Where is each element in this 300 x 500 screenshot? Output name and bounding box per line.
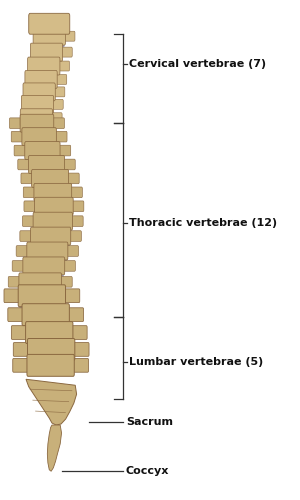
FancyBboxPatch shape bbox=[53, 87, 65, 97]
FancyBboxPatch shape bbox=[13, 358, 29, 372]
FancyBboxPatch shape bbox=[51, 100, 63, 110]
FancyBboxPatch shape bbox=[22, 216, 36, 226]
FancyBboxPatch shape bbox=[72, 342, 89, 356]
FancyBboxPatch shape bbox=[27, 354, 74, 376]
FancyBboxPatch shape bbox=[32, 170, 68, 188]
FancyBboxPatch shape bbox=[24, 98, 54, 103]
FancyBboxPatch shape bbox=[10, 118, 22, 128]
FancyBboxPatch shape bbox=[63, 289, 80, 302]
FancyBboxPatch shape bbox=[29, 14, 70, 34]
FancyBboxPatch shape bbox=[27, 242, 68, 260]
FancyBboxPatch shape bbox=[20, 109, 52, 126]
FancyBboxPatch shape bbox=[19, 273, 61, 291]
Text: Sacrum: Sacrum bbox=[126, 416, 173, 426]
FancyBboxPatch shape bbox=[62, 159, 75, 170]
FancyBboxPatch shape bbox=[28, 338, 75, 360]
FancyBboxPatch shape bbox=[63, 31, 75, 41]
FancyBboxPatch shape bbox=[36, 212, 72, 218]
FancyBboxPatch shape bbox=[62, 260, 75, 271]
FancyBboxPatch shape bbox=[12, 260, 25, 271]
Text: Thoracic vertebrae (12): Thoracic vertebrae (12) bbox=[129, 218, 277, 228]
FancyBboxPatch shape bbox=[55, 74, 67, 85]
FancyBboxPatch shape bbox=[32, 242, 69, 248]
FancyBboxPatch shape bbox=[29, 72, 58, 77]
FancyBboxPatch shape bbox=[69, 187, 82, 198]
FancyBboxPatch shape bbox=[31, 227, 71, 245]
FancyBboxPatch shape bbox=[29, 358, 73, 364]
FancyBboxPatch shape bbox=[34, 184, 72, 202]
FancyBboxPatch shape bbox=[22, 304, 69, 326]
FancyBboxPatch shape bbox=[23, 187, 36, 198]
FancyBboxPatch shape bbox=[23, 257, 65, 275]
FancyBboxPatch shape bbox=[28, 257, 66, 262]
FancyBboxPatch shape bbox=[51, 118, 64, 128]
FancyBboxPatch shape bbox=[23, 142, 55, 148]
Text: Lumbar vertebrae (5): Lumbar vertebrae (5) bbox=[129, 357, 263, 367]
FancyBboxPatch shape bbox=[33, 27, 65, 45]
FancyBboxPatch shape bbox=[58, 61, 70, 71]
Text: Coccyx: Coccyx bbox=[126, 466, 169, 476]
FancyBboxPatch shape bbox=[11, 132, 24, 142]
FancyBboxPatch shape bbox=[65, 246, 79, 256]
FancyBboxPatch shape bbox=[20, 304, 64, 310]
FancyBboxPatch shape bbox=[24, 322, 68, 330]
FancyBboxPatch shape bbox=[70, 326, 87, 340]
FancyBboxPatch shape bbox=[70, 216, 83, 226]
FancyBboxPatch shape bbox=[25, 142, 60, 160]
FancyBboxPatch shape bbox=[35, 198, 70, 204]
FancyBboxPatch shape bbox=[33, 212, 73, 230]
FancyBboxPatch shape bbox=[22, 129, 52, 134]
FancyBboxPatch shape bbox=[24, 272, 63, 278]
FancyBboxPatch shape bbox=[20, 231, 33, 241]
FancyBboxPatch shape bbox=[14, 145, 27, 156]
FancyBboxPatch shape bbox=[58, 145, 71, 156]
FancyBboxPatch shape bbox=[50, 113, 62, 122]
FancyBboxPatch shape bbox=[30, 43, 63, 61]
FancyBboxPatch shape bbox=[66, 173, 79, 184]
FancyBboxPatch shape bbox=[16, 246, 29, 256]
FancyBboxPatch shape bbox=[59, 276, 72, 287]
FancyBboxPatch shape bbox=[11, 326, 28, 340]
FancyBboxPatch shape bbox=[20, 114, 54, 132]
FancyBboxPatch shape bbox=[34, 227, 71, 232]
FancyBboxPatch shape bbox=[8, 308, 25, 322]
FancyBboxPatch shape bbox=[27, 340, 71, 347]
Text: Cervical vertebrae (7): Cervical vertebrae (7) bbox=[129, 58, 266, 68]
FancyBboxPatch shape bbox=[34, 198, 73, 215]
FancyBboxPatch shape bbox=[21, 96, 54, 114]
FancyBboxPatch shape bbox=[23, 110, 52, 116]
FancyBboxPatch shape bbox=[26, 322, 73, 344]
FancyBboxPatch shape bbox=[26, 86, 56, 90]
FancyBboxPatch shape bbox=[21, 173, 34, 184]
FancyBboxPatch shape bbox=[33, 184, 67, 190]
FancyBboxPatch shape bbox=[72, 358, 88, 372]
Polygon shape bbox=[47, 425, 61, 472]
FancyBboxPatch shape bbox=[54, 132, 67, 142]
FancyBboxPatch shape bbox=[13, 342, 30, 356]
FancyBboxPatch shape bbox=[34, 42, 64, 47]
FancyBboxPatch shape bbox=[28, 156, 64, 174]
FancyBboxPatch shape bbox=[4, 289, 21, 302]
FancyBboxPatch shape bbox=[67, 308, 84, 322]
FancyBboxPatch shape bbox=[25, 70, 57, 88]
FancyBboxPatch shape bbox=[8, 276, 21, 287]
FancyBboxPatch shape bbox=[60, 47, 72, 57]
FancyBboxPatch shape bbox=[23, 83, 55, 101]
FancyBboxPatch shape bbox=[18, 159, 31, 170]
FancyBboxPatch shape bbox=[28, 57, 60, 75]
FancyBboxPatch shape bbox=[30, 170, 63, 176]
FancyBboxPatch shape bbox=[68, 231, 81, 241]
FancyBboxPatch shape bbox=[22, 128, 56, 146]
FancyBboxPatch shape bbox=[24, 201, 37, 211]
FancyBboxPatch shape bbox=[71, 201, 84, 211]
FancyBboxPatch shape bbox=[18, 285, 65, 306]
FancyBboxPatch shape bbox=[32, 58, 62, 63]
Polygon shape bbox=[26, 380, 76, 425]
FancyBboxPatch shape bbox=[26, 156, 59, 162]
